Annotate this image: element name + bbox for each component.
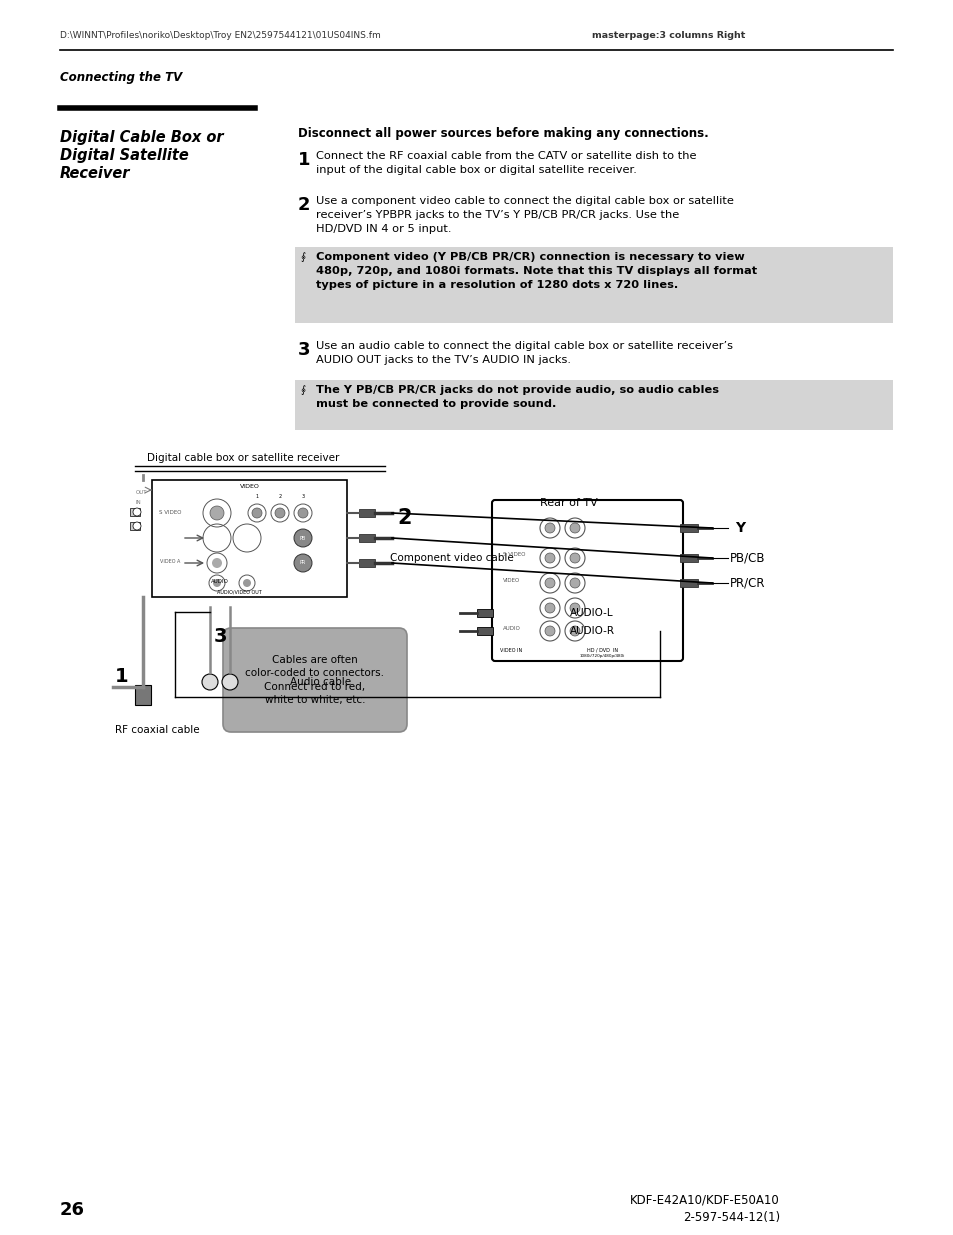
Bar — [679, 555, 698, 562]
Text: AUDIO: AUDIO — [211, 579, 228, 584]
Circle shape — [544, 553, 555, 563]
FancyBboxPatch shape — [492, 500, 682, 661]
Bar — [130, 508, 140, 516]
Text: must be connected to provide sound.: must be connected to provide sound. — [315, 399, 556, 409]
Text: 1: 1 — [115, 667, 129, 687]
Text: 3: 3 — [301, 494, 304, 499]
Text: receiver’s YPBPR jacks to the TV’s Y PB/CB PR/CR jacks. Use the: receiver’s YPBPR jacks to the TV’s Y PB/… — [315, 210, 679, 220]
FancyBboxPatch shape — [223, 629, 407, 732]
Text: HD / DVD  IN: HD / DVD IN — [586, 648, 618, 653]
Text: PR/CR: PR/CR — [729, 577, 764, 589]
Bar — [294, 247, 892, 324]
Bar — [130, 522, 140, 530]
Circle shape — [569, 578, 579, 588]
Bar — [679, 524, 698, 532]
Text: VIDEO: VIDEO — [239, 484, 259, 489]
Text: Y: Y — [734, 521, 744, 535]
Text: 1: 1 — [297, 151, 310, 169]
Text: PB/CB: PB/CB — [729, 552, 764, 564]
Circle shape — [544, 626, 555, 636]
Text: types of picture in a resolution of 1280 dots x 720 lines.: types of picture in a resolution of 1280… — [315, 280, 678, 290]
Text: VIDEO IN: VIDEO IN — [499, 648, 521, 653]
Text: Component video cable: Component video cable — [390, 553, 514, 563]
Circle shape — [297, 508, 308, 517]
Circle shape — [212, 558, 222, 568]
Text: AUDIO/VIDEO OUT: AUDIO/VIDEO OUT — [217, 589, 262, 594]
Text: 480p, 720p, and 1080i formats. Note that this TV displays all format: 480p, 720p, and 1080i formats. Note that… — [315, 266, 757, 275]
Bar — [679, 579, 698, 587]
Circle shape — [569, 626, 579, 636]
Text: 2: 2 — [297, 196, 310, 214]
Circle shape — [202, 674, 218, 690]
Circle shape — [252, 508, 262, 517]
Bar — [476, 609, 493, 618]
Text: 2: 2 — [278, 494, 281, 499]
Text: ⨕: ⨕ — [299, 252, 305, 262]
Text: VIDEO A: VIDEO A — [160, 559, 180, 564]
Text: S VIDEO: S VIDEO — [158, 510, 181, 515]
Text: AUDIO-R: AUDIO-R — [569, 626, 615, 636]
Circle shape — [294, 529, 312, 547]
Text: AUDIO: AUDIO — [502, 625, 520, 631]
Bar — [358, 559, 375, 567]
Text: Digital Satellite: Digital Satellite — [60, 148, 189, 163]
Text: D:\WINNT\Profiles\noriko\Desktop\Troy EN2\2597544121\01US04INS.fm: D:\WINNT\Profiles\noriko\Desktop\Troy EN… — [60, 31, 380, 40]
Text: Use an audio cable to connect the digital cable box or satellite receiver’s: Use an audio cable to connect the digita… — [315, 341, 732, 351]
Text: Connect the RF coaxial cable from the CATV or satellite dish to the: Connect the RF coaxial cable from the CA… — [315, 151, 696, 161]
Text: HD/DVD IN 4 or 5 input.: HD/DVD IN 4 or 5 input. — [315, 224, 451, 233]
Circle shape — [544, 522, 555, 534]
Text: Digital Cable Box or: Digital Cable Box or — [60, 130, 223, 144]
Text: ⨕: ⨕ — [299, 385, 305, 395]
Text: Component video (Y PB/CB PR/CR) connection is necessary to view: Component video (Y PB/CB PR/CR) connecti… — [315, 252, 744, 262]
Text: PR: PR — [299, 561, 306, 566]
Bar — [135, 685, 151, 705]
Circle shape — [222, 674, 237, 690]
Circle shape — [569, 603, 579, 613]
Text: Disconnect all power sources before making any connections.: Disconnect all power sources before maki… — [297, 127, 708, 140]
Bar — [358, 534, 375, 542]
Bar — [358, 509, 375, 517]
Text: input of the digital cable box or digital satellite receiver.: input of the digital cable box or digita… — [315, 165, 637, 175]
Text: AUDIO OUT jacks to the TV’s AUDIO IN jacks.: AUDIO OUT jacks to the TV’s AUDIO IN jac… — [315, 354, 571, 366]
Text: OUT: OUT — [136, 490, 148, 495]
Circle shape — [213, 579, 221, 587]
Bar — [152, 480, 347, 597]
Circle shape — [544, 603, 555, 613]
Circle shape — [569, 522, 579, 534]
Bar — [294, 380, 892, 430]
Circle shape — [132, 508, 141, 516]
Circle shape — [243, 579, 251, 587]
Text: 3: 3 — [213, 627, 227, 646]
Circle shape — [274, 508, 285, 517]
Text: Use a component video cable to connect the digital cable box or satellite: Use a component video cable to connect t… — [315, 196, 733, 206]
Text: Cables are often
color-coded to connectors.
Connect red to red,
white to white, : Cables are often color-coded to connecto… — [245, 656, 384, 705]
Circle shape — [544, 578, 555, 588]
Bar — [476, 627, 493, 635]
Text: 2-597-544-12(1): 2-597-544-12(1) — [682, 1210, 780, 1224]
Text: Audio cable: Audio cable — [290, 677, 351, 687]
Text: AUDIO-L: AUDIO-L — [569, 608, 613, 618]
Circle shape — [210, 506, 224, 520]
Text: KDF-E42A10/KDF-E50A10: KDF-E42A10/KDF-E50A10 — [630, 1193, 780, 1207]
Text: RF coaxial cable: RF coaxial cable — [115, 725, 199, 735]
Text: VIDEO: VIDEO — [502, 578, 519, 583]
Text: The Y PB/CB PR/CR jacks do not provide audio, so audio cables: The Y PB/CB PR/CR jacks do not provide a… — [315, 385, 719, 395]
Text: PB: PB — [299, 536, 306, 541]
Text: 1080i/720p/480p/480i: 1080i/720p/480p/480i — [579, 655, 624, 658]
Text: IN: IN — [136, 500, 142, 505]
Text: 3: 3 — [297, 341, 310, 359]
Text: 2: 2 — [396, 508, 411, 529]
Text: 26: 26 — [60, 1200, 85, 1219]
Circle shape — [294, 555, 312, 572]
Text: Rear of TV: Rear of TV — [539, 498, 598, 508]
Circle shape — [569, 553, 579, 563]
Text: Digital cable box or satellite receiver: Digital cable box or satellite receiver — [147, 453, 339, 463]
Text: Connecting the TV: Connecting the TV — [60, 72, 182, 84]
Circle shape — [132, 522, 141, 530]
Text: 1: 1 — [255, 494, 258, 499]
Text: S VIDEO: S VIDEO — [502, 552, 525, 557]
Text: Receiver: Receiver — [60, 165, 131, 182]
Text: masterpage:3 columns Right: masterpage:3 columns Right — [592, 31, 744, 40]
